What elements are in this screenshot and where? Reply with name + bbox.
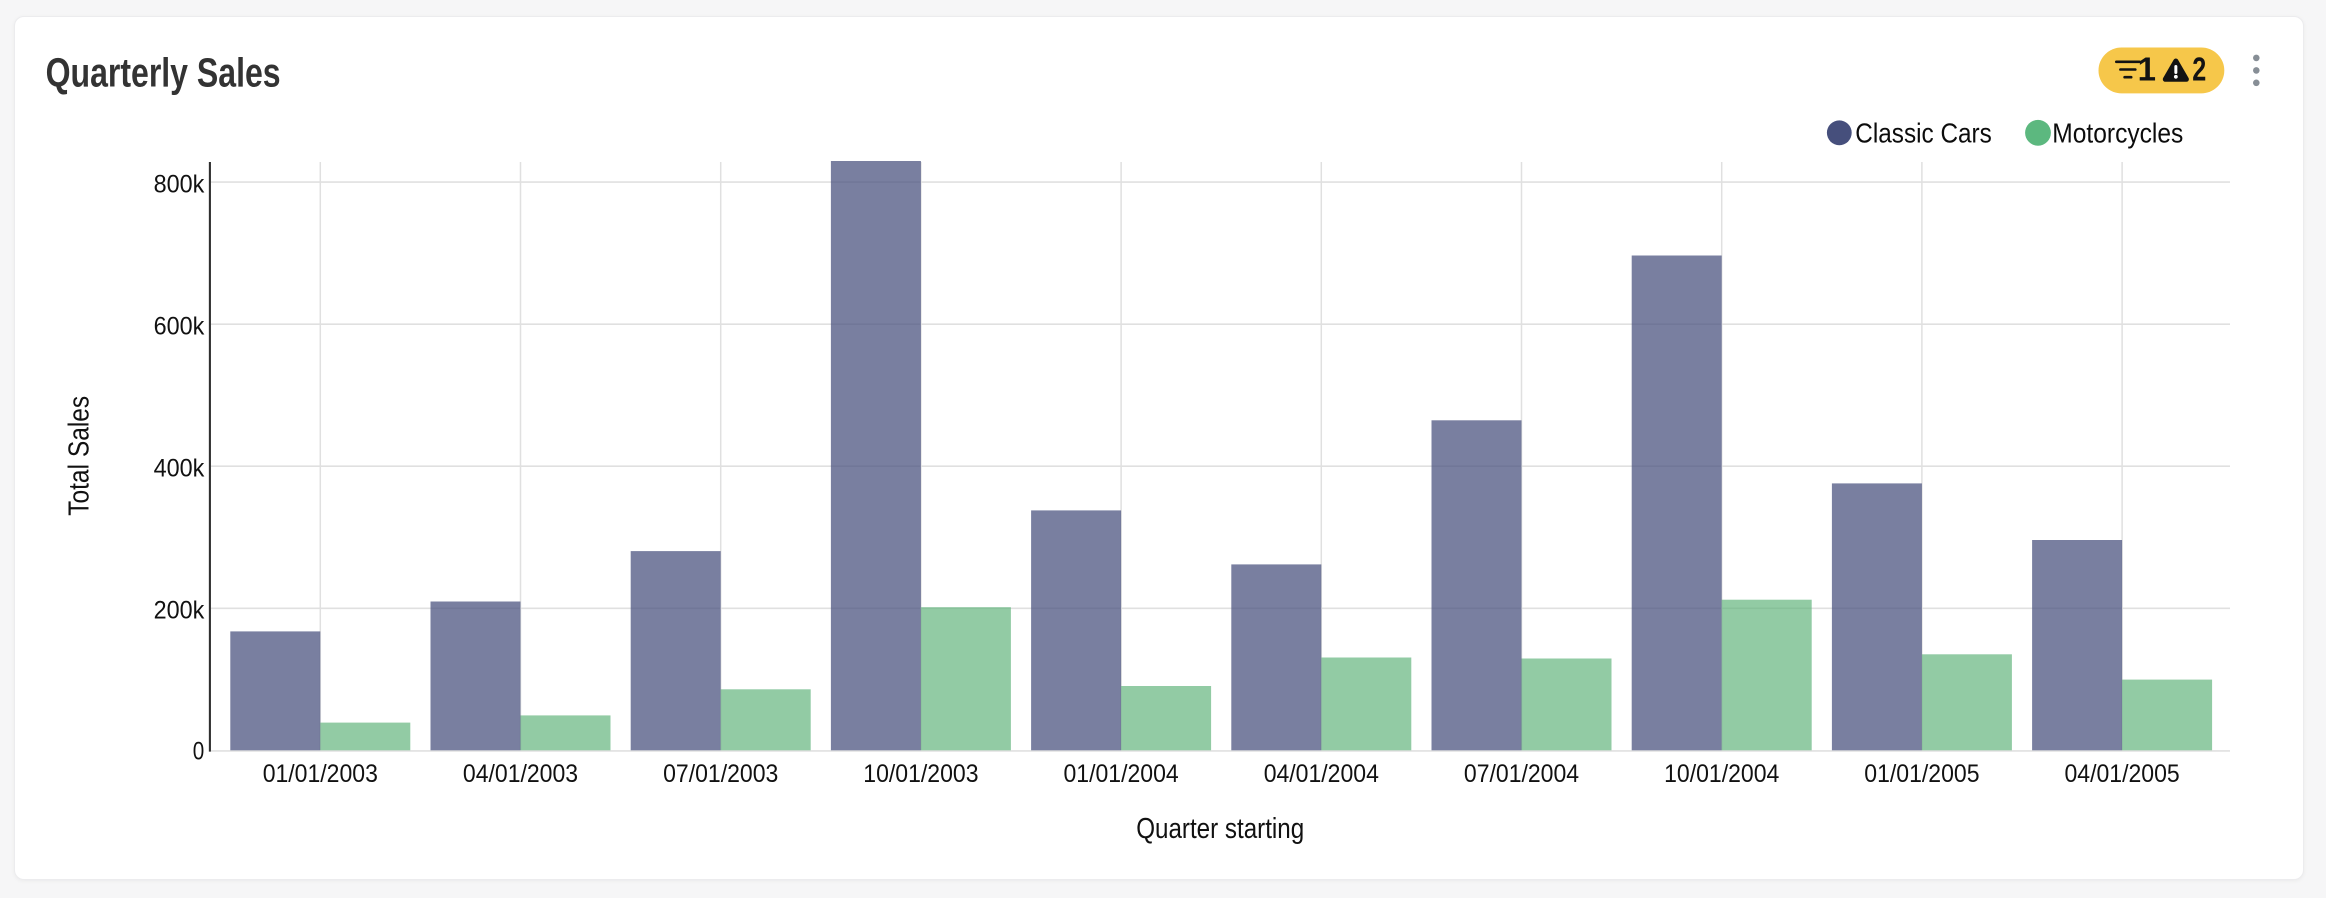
svg-text:01/01/2005: 01/01/2005 — [1864, 760, 1979, 788]
svg-text:Quarterly Sales: Quarterly Sales — [46, 50, 281, 96]
svg-text:200k: 200k — [154, 597, 205, 625]
svg-text:01/01/2003: 01/01/2003 — [263, 760, 378, 788]
svg-text:400k: 400k — [154, 455, 205, 483]
svg-text:07/01/2004: 07/01/2004 — [1464, 760, 1579, 788]
svg-text:10/01/2004: 10/01/2004 — [1664, 760, 1779, 788]
svg-text:2: 2 — [2192, 51, 2206, 88]
svg-text:07/01/2003: 07/01/2003 — [663, 760, 778, 788]
svg-text:Classic Cars: Classic Cars — [1855, 118, 1992, 149]
svg-text:01/01/2004: 01/01/2004 — [1064, 760, 1179, 788]
svg-text:04/01/2004: 04/01/2004 — [1264, 760, 1379, 788]
svg-text:0: 0 — [193, 738, 205, 766]
svg-text:04/01/2003: 04/01/2003 — [463, 760, 578, 788]
svg-text:800k: 800k — [154, 170, 205, 198]
svg-text:04/01/2005: 04/01/2005 — [2065, 760, 2180, 788]
svg-text:Quarter starting: Quarter starting — [1136, 813, 1304, 845]
svg-text:Total Sales: Total Sales — [63, 396, 95, 516]
svg-text:600k: 600k — [154, 313, 205, 341]
svg-text:1: 1 — [2138, 51, 2156, 88]
svg-text:10/01/2003: 10/01/2003 — [863, 760, 978, 788]
svg-text:Motorcycles: Motorcycles — [2052, 118, 2183, 149]
